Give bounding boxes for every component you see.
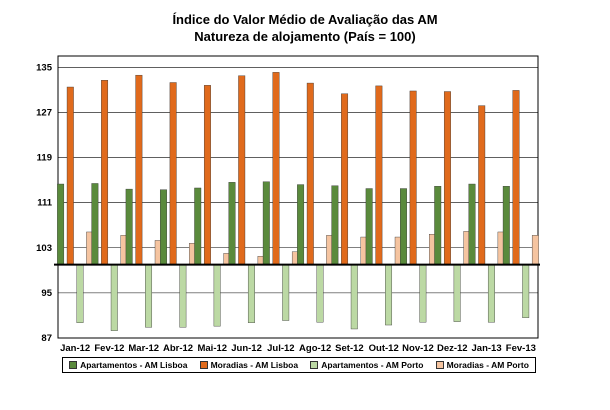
- y-tick-label: 127: [36, 107, 52, 118]
- bar: [110, 264, 118, 331]
- bar: [331, 185, 339, 265]
- chart-title: Índice do Valor Médio de Avaliação das A…: [172, 12, 438, 27]
- bars: [57, 72, 539, 331]
- legend-swatch: [435, 361, 444, 369]
- bar: [57, 183, 65, 265]
- bar: [203, 85, 211, 265]
- bar: [125, 188, 133, 265]
- chart-subtitle: Natureza de alojamento (País = 100): [194, 29, 416, 44]
- bar: [385, 264, 393, 326]
- x-tick-label: Set-12: [335, 343, 364, 354]
- y-tick-label: 87: [41, 333, 52, 344]
- bar: [159, 189, 167, 265]
- bar: [145, 264, 153, 328]
- bar: [350, 264, 358, 330]
- x-tick-label: Jun-12: [231, 343, 262, 354]
- bar: [502, 186, 510, 265]
- y-tick-label: 95: [41, 288, 52, 299]
- bar: [101, 80, 109, 265]
- bar: [213, 264, 221, 327]
- y-tick-label: 111: [37, 198, 53, 209]
- bar: [487, 264, 495, 323]
- bar: [468, 183, 476, 265]
- x-tick-label: Jan-13: [472, 343, 502, 354]
- axes: 87 95 103 111 119 127 135 Jan-12 Fev-12 Mar-12 Abr…: [36, 62, 540, 354]
- bar: [306, 82, 314, 265]
- bar: [316, 264, 324, 323]
- bar: [262, 181, 270, 265]
- bar: [443, 91, 451, 265]
- bar: [135, 74, 143, 265]
- y-tick-label: 119: [37, 153, 52, 164]
- bar: [228, 182, 236, 265]
- x-tick-label: Nov-12: [402, 343, 434, 354]
- bar: [341, 93, 349, 265]
- bar: [194, 187, 202, 265]
- x-tick-label: Mai-12: [197, 343, 227, 354]
- bar: [453, 264, 461, 322]
- legend-label: Apartamentos - AM Porto: [321, 360, 424, 370]
- x-tick-label: Ago-12: [299, 343, 331, 354]
- bar: [169, 82, 177, 265]
- bar: [434, 186, 442, 265]
- y-tick-label: 103: [36, 243, 52, 254]
- bar: [512, 90, 520, 265]
- legend-item: Moradias - AM Lisboa: [199, 360, 299, 370]
- x-tick-label: Dez-12: [437, 343, 468, 354]
- bar: [522, 264, 530, 318]
- x-tick-label: Out-12: [369, 343, 399, 354]
- x-tick-label: Jan-12: [60, 343, 90, 354]
- legend-item: Moradias - AM Porto: [435, 360, 529, 370]
- bar: [297, 184, 305, 265]
- legend-item: Apartamentos - AM Porto: [310, 360, 423, 370]
- bar: [238, 75, 246, 265]
- bar: [66, 86, 74, 265]
- bar: [282, 264, 290, 321]
- bar: [365, 188, 373, 265]
- bar: [419, 264, 427, 323]
- legend-item: Apartamentos - AM Lisboa: [69, 360, 187, 370]
- bar: [531, 235, 539, 265]
- legend-swatch: [69, 361, 78, 369]
- legend-label: Moradias - AM Porto: [446, 360, 529, 370]
- x-tick-label: Jul-12: [267, 343, 294, 354]
- bar: [400, 188, 407, 265]
- legend-label: Apartamentos - AM Lisboa: [80, 360, 188, 370]
- legend-label: Moradias - AM Lisboa: [210, 360, 299, 370]
- bar: [375, 85, 383, 265]
- bar: [409, 90, 417, 265]
- bar: [247, 264, 255, 323]
- bar: [272, 72, 280, 265]
- x-tick-label: Fev-13: [506, 343, 536, 354]
- y-tick-label: 135: [36, 62, 53, 73]
- bar: [478, 105, 486, 265]
- x-tick-label: Mar-12: [128, 343, 159, 354]
- bar: [91, 183, 99, 265]
- bar: [179, 264, 187, 328]
- bar: [76, 264, 84, 323]
- legend: Apartamentos - AM Lisboa Moradias - AM L…: [62, 357, 536, 373]
- legend-swatch: [199, 361, 208, 369]
- legend-swatch: [310, 361, 319, 369]
- x-tick-label: Fev-12: [94, 343, 124, 354]
- x-tick-label: Abr-12: [163, 343, 193, 354]
